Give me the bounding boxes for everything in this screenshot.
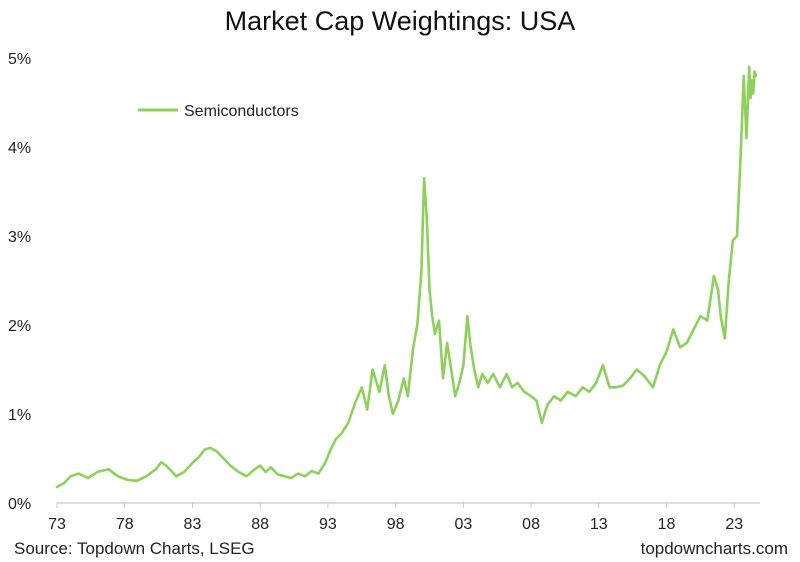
x-tick-label: 08 [522,516,540,533]
x-tick-label: 98 [387,516,405,533]
y-axis-ticks: 0% 1% 2% 3% 4% 5% [8,51,31,513]
y-tick-label: 1% [8,407,31,424]
chart-title: Market Cap Weightings: USA [224,6,576,36]
x-tick-label: 18 [658,516,676,533]
x-tick-label: 83 [184,516,202,533]
y-tick-label: 0% [8,496,31,513]
source-note: Source: Topdown Charts, LSEG [14,539,255,558]
y-tick-label: 2% [8,318,31,335]
series-layer [55,65,758,489]
x-tick-label: 93 [319,516,337,533]
x-tick-label: 88 [251,516,269,533]
legend: Semiconductors [138,103,299,120]
brand-watermark: topdowncharts.com [640,539,788,558]
series-line-semiconductors [55,65,758,489]
x-tick-label: 23 [725,516,743,533]
x-tick-label: 78 [116,516,134,533]
x-axis-ticks: 73 78 83 88 93 98 03 08 13 18 23 [48,503,743,533]
x-tick-label: 03 [454,516,472,533]
y-tick-label: 3% [8,229,31,246]
legend-label: Semiconductors [184,103,299,120]
y-tick-label: 5% [8,51,31,68]
y-tick-label: 4% [8,140,31,157]
x-tick-label: 13 [590,516,608,533]
x-tick-label: 73 [48,516,66,533]
